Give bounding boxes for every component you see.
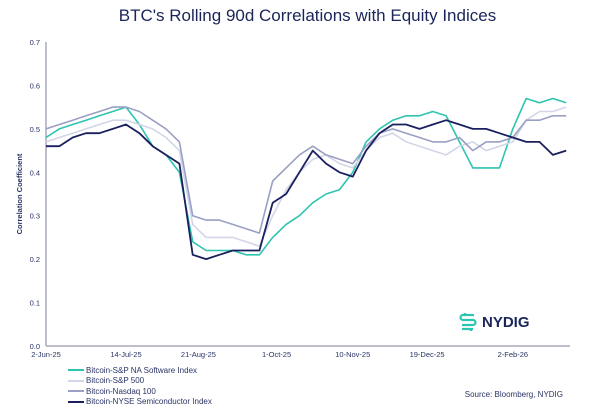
- x-tick-label: 2-Jun-25: [31, 350, 61, 359]
- x-tick-label: 1-Oct-25: [262, 350, 291, 359]
- x-tick-label: 10-Nov-25: [335, 350, 370, 359]
- logo-icon: [459, 313, 477, 331]
- y-tick-label: 0.4: [30, 168, 40, 177]
- series-line-2: [45, 106, 567, 247]
- y-tick-label: 0.0: [30, 342, 40, 351]
- y-tick-label: 0.6: [30, 81, 40, 90]
- y-tick-label: 0.3: [30, 212, 40, 221]
- logo-text: NYDIG: [482, 313, 530, 331]
- chart-title: BTC's Rolling 90d Correlations with Equi…: [118, 6, 497, 25]
- legend-item: Bitcoin-NYSE Semiconductor Index: [68, 397, 212, 408]
- legend: Bitcoin-S&P NA Software Index Bitcoin-S&…: [68, 365, 212, 407]
- x-tick-label: 2-Feb-26: [498, 350, 528, 359]
- series-line-3: [45, 106, 567, 234]
- x-tick-label: 14-Jul-25: [110, 350, 141, 359]
- nydig-logo: NYDIG: [458, 312, 530, 332]
- legend-label: Bitcoin-S&P NA Software Index: [86, 365, 198, 375]
- legend-label: Bitcoin-Nasdaq 100: [86, 386, 156, 396]
- y-tick-label: 0.1: [30, 299, 40, 308]
- y-tick-label: 0.2: [30, 255, 40, 264]
- x-tick-label: 21-Aug-25: [181, 350, 216, 359]
- y-tick-label: 0.7: [30, 38, 40, 47]
- y-axis-label: Correlation Coefficient: [15, 153, 24, 234]
- legend-label: Bitcoin-S&P 500: [86, 376, 145, 386]
- legend-swatch: [68, 390, 84, 393]
- series-line-4: [46, 119, 567, 261]
- legend-item: Bitcoin-Nasdaq 100: [68, 386, 212, 397]
- x-tick-label: 19-Dec-25: [410, 350, 445, 359]
- legend-swatch: [68, 379, 84, 382]
- series-line-1: [45, 97, 567, 256]
- legend-label: Bitcoin-NYSE Semiconductor Index: [86, 397, 212, 407]
- legend-item: Bitcoin-S&P NA Software Index: [68, 365, 212, 376]
- legend-item: Bitcoin-S&P 500: [68, 376, 212, 387]
- y-tick-label: 0.5: [30, 125, 40, 134]
- source-note: Source: Bloomberg, NYDIG: [464, 390, 563, 399]
- legend-swatch: [68, 400, 84, 403]
- legend-swatch: [68, 369, 84, 372]
